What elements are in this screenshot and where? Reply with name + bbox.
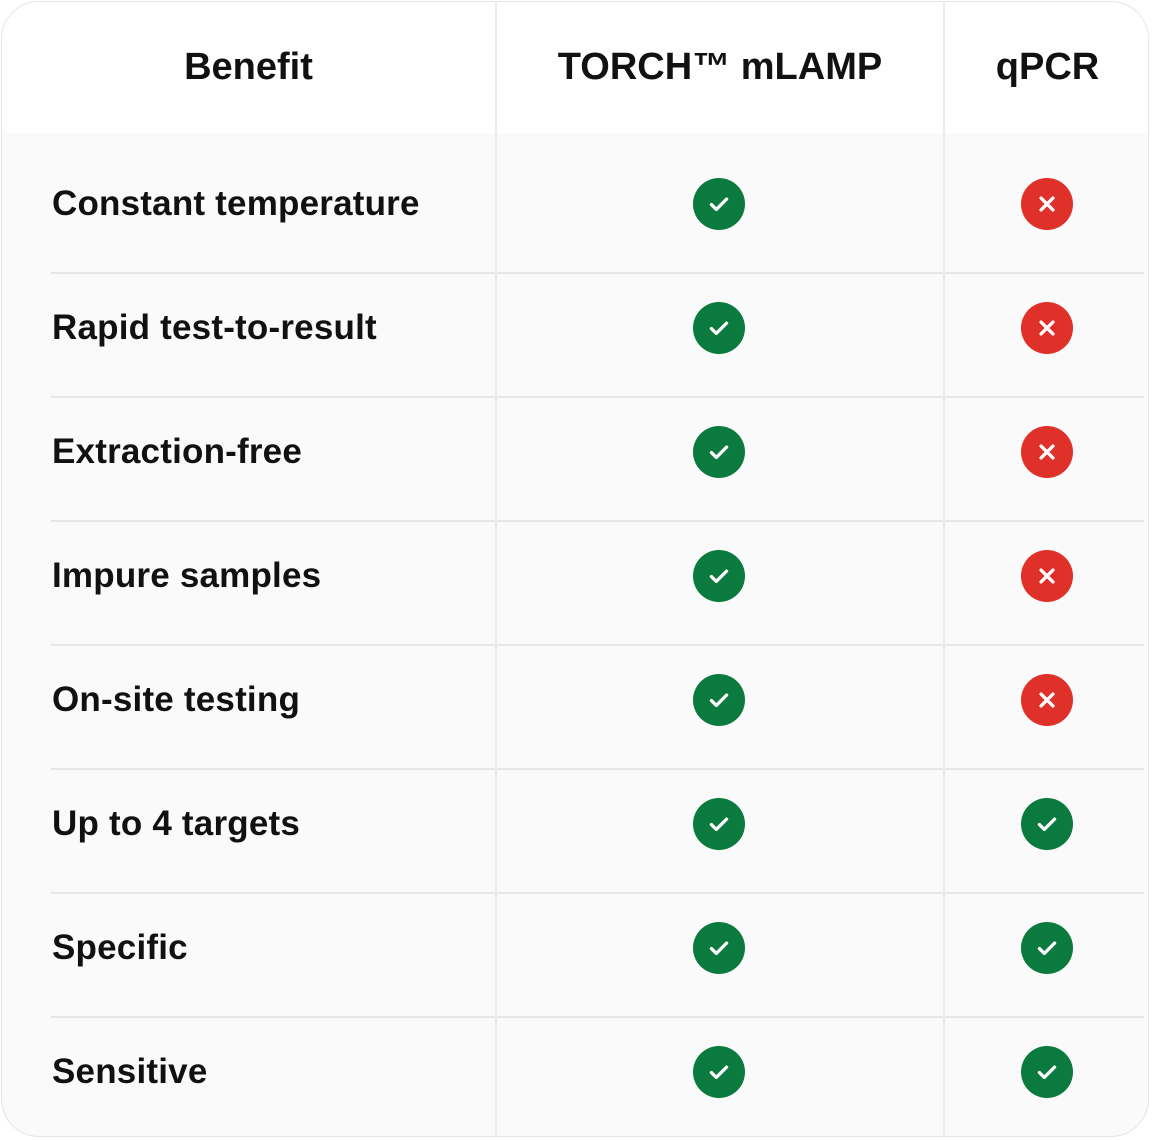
check-circle-icon [693, 426, 745, 478]
check-circle-icon [693, 178, 745, 230]
table-row: Extraction-free [2, 398, 1148, 522]
check-circle-icon [1021, 922, 1073, 974]
header-benefit: Benefit [184, 46, 313, 88]
benefit-label: Impure samples [52, 556, 322, 595]
benefit-label: On-site testing [52, 680, 301, 719]
row-divider [51, 396, 1144, 398]
benefit-label: Extraction-free [52, 432, 303, 471]
benefit-label: Sensitive [52, 1052, 208, 1091]
check-circle-icon [693, 1046, 745, 1098]
table-row: Specific [2, 894, 1148, 1018]
table-row: Impure samples [2, 522, 1148, 646]
row-divider [51, 1016, 1144, 1018]
table-header: Benefit TORCH™ mLAMP qPCR [2, 2, 1148, 133]
table-row: Up to 4 targets [2, 770, 1148, 894]
header-qpcr: qPCR [995, 46, 1100, 88]
column-divider [495, 2, 497, 1136]
x-circle-icon [1021, 426, 1073, 478]
check-circle-icon [693, 922, 745, 974]
row-divider [51, 644, 1144, 646]
table-row: Sensitive [2, 1018, 1148, 1136]
benefit-label: Up to 4 targets [52, 804, 301, 843]
check-circle-icon [693, 302, 745, 354]
x-circle-icon [1021, 550, 1073, 602]
benefit-label: Rapid test-to-result [52, 308, 377, 347]
x-circle-icon [1021, 178, 1073, 230]
x-circle-icon [1021, 674, 1073, 726]
check-circle-icon [693, 798, 745, 850]
table-row: Rapid test-to-result [2, 274, 1148, 398]
table-row: On-site testing [2, 646, 1148, 770]
column-divider [943, 2, 945, 1136]
row-divider [51, 892, 1144, 894]
benefit-label: Specific [52, 928, 188, 967]
row-divider [51, 768, 1144, 770]
benefit-label: Constant temperature [52, 184, 420, 223]
row-divider [51, 520, 1144, 522]
table-row: Constant temperature [2, 150, 1148, 274]
row-divider [51, 272, 1144, 274]
check-circle-icon [1021, 1046, 1073, 1098]
check-circle-icon [693, 550, 745, 602]
header-torch-mlamp: TORCH™ mLAMP [557, 46, 883, 88]
check-circle-icon [693, 674, 745, 726]
x-circle-icon [1021, 302, 1073, 354]
check-circle-icon [1021, 798, 1073, 850]
